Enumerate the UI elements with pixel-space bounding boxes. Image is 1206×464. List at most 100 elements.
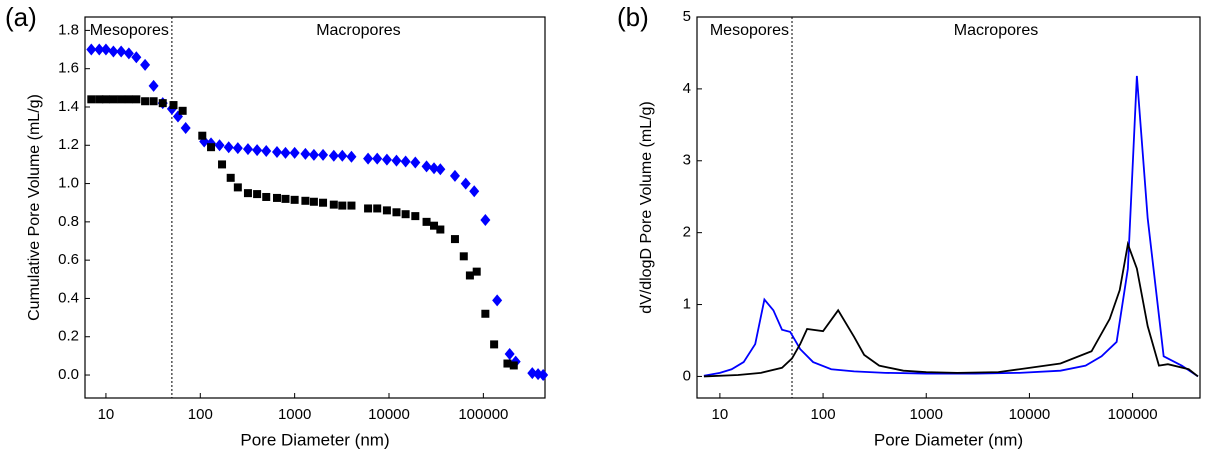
square-marker (253, 190, 262, 199)
y-tick-label: 0.4 (58, 289, 79, 306)
square-marker (309, 197, 318, 206)
diamond-marker (242, 143, 253, 156)
annotation: Mesopores (710, 22, 789, 39)
diamond-marker (131, 51, 142, 64)
square-marker (281, 194, 290, 203)
diamond-marker (223, 141, 234, 154)
diamond-marker (300, 147, 311, 160)
y-tick-label: 1.6 (58, 60, 79, 77)
square-marker (149, 97, 158, 106)
square-marker (430, 221, 439, 230)
square-marker (218, 160, 227, 169)
diamond-marker (391, 154, 402, 167)
plot-frame (84, 16, 546, 399)
diamond-marker (308, 148, 319, 161)
diamond-marker (469, 185, 480, 198)
square-marker (450, 235, 459, 244)
x-tick-label: 1000 (278, 406, 311, 423)
square-marker (290, 195, 299, 204)
panel-label: (a) (5, 2, 37, 32)
diamond-marker (100, 43, 111, 56)
diamond-marker (108, 45, 119, 58)
diamond-marker (449, 169, 460, 182)
square-marker (178, 106, 187, 115)
square-marker (373, 204, 382, 213)
y-tick-label: 5 (683, 8, 691, 25)
diamond-marker (140, 58, 151, 71)
annotation: Macropores (316, 22, 400, 39)
square-marker (411, 212, 420, 221)
y-tick-label: 0.8 (58, 213, 79, 230)
diamond-marker (261, 145, 272, 158)
diamond-marker (337, 149, 348, 162)
square-marker (392, 208, 401, 217)
y-tick-label: 1.0 (58, 175, 79, 192)
square-marker (95, 95, 104, 104)
diamond-marker (123, 47, 134, 60)
square-marker (509, 361, 518, 370)
x-tick-label: 10000 (1009, 406, 1051, 423)
diamond-marker (492, 294, 503, 307)
diamond-marker (346, 150, 357, 163)
square-marker (347, 201, 356, 210)
diamond-marker (318, 148, 329, 161)
x-tick-label: 10000 (368, 406, 410, 423)
x-axis-label: Pore Diameter (nm) (240, 430, 389, 449)
y-tick-label: 2 (683, 224, 691, 241)
square-marker (422, 217, 431, 226)
square-marker (401, 210, 410, 219)
diamond-marker (271, 145, 282, 158)
square-marker (207, 143, 216, 152)
diamond-marker (480, 213, 491, 226)
x-tick-label: 10 (712, 406, 729, 423)
y-tick-label: 0.2 (58, 328, 79, 345)
x-tick-label: 100 (811, 406, 836, 423)
plot-frame (696, 16, 1201, 399)
y-tick-label: 0.0 (58, 366, 79, 383)
square-marker (329, 200, 338, 209)
x-tick-label: 10 (98, 406, 115, 423)
square-marker (319, 198, 328, 207)
diamond-marker (538, 369, 549, 382)
square-marker (382, 206, 391, 215)
diamond-marker (410, 156, 421, 169)
y-tick-label: 3 (683, 152, 691, 169)
square-marker (272, 193, 281, 202)
square-marker (226, 173, 235, 182)
diamond-marker (421, 160, 432, 173)
square-marker (198, 131, 207, 140)
diamond-marker (148, 79, 159, 92)
square-marker (436, 225, 445, 234)
diamond-marker (504, 347, 515, 360)
diamond-marker (429, 162, 440, 175)
square-marker (465, 271, 474, 280)
square-marker (301, 196, 310, 205)
y-tick-label: 1.2 (58, 136, 79, 153)
y-tick-label: 4 (683, 80, 691, 97)
y-axis-label: dV/dlogD Pore Volume (mL/g) (638, 101, 655, 314)
square-marker (490, 340, 499, 349)
x-axis-label: Pore Diameter (nm) (874, 430, 1023, 449)
y-tick-label: 0 (683, 367, 691, 384)
diamond-marker (214, 139, 225, 152)
x-tick-label: 100000 (458, 406, 508, 423)
square-marker (459, 252, 468, 261)
x-tick-label: 1000 (910, 406, 943, 423)
square-marker (472, 267, 481, 276)
y-axis-label: Cumulative Pore Volume (mL/g) (26, 94, 43, 321)
square-marker (262, 192, 271, 201)
panel-label: (b) (617, 2, 649, 32)
diamond-marker (460, 177, 471, 190)
diamond-marker (435, 163, 446, 176)
square-marker (233, 183, 242, 192)
diamond-marker (381, 153, 392, 166)
square-marker (101, 95, 110, 104)
square-marker (158, 99, 167, 108)
diamond-marker (86, 43, 97, 56)
square-marker (169, 101, 178, 110)
y-tick-label: 1.4 (58, 98, 79, 115)
square-marker (243, 189, 252, 198)
diamond-marker (180, 122, 191, 135)
annotation: Macropores (954, 22, 1038, 39)
diamond-marker (372, 152, 383, 165)
